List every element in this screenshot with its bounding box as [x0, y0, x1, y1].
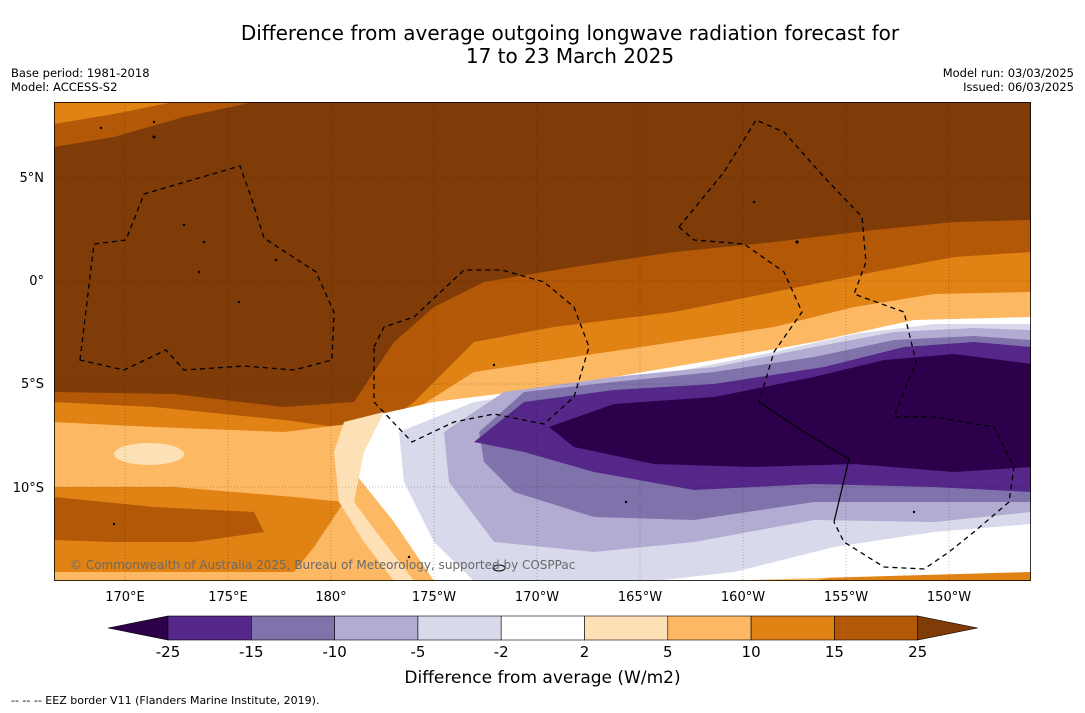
colorbar-extend-low: [107, 615, 169, 641]
x-tick-label: 155°W: [823, 590, 869, 605]
colorbar-swatch: [667, 615, 752, 641]
y-tick-label: 5°N: [19, 171, 45, 186]
band-plus-10-15-sw2: [54, 497, 264, 542]
x-tick-label: 170°W: [514, 590, 560, 605]
meta-right: Model run: 03/03/2025 Issued: 06/03/2025: [943, 66, 1074, 94]
band-minus-25: [549, 354, 1031, 472]
issued-date: Issued: 06/03/2025: [963, 80, 1074, 94]
colorbar-swatch: [251, 615, 335, 641]
band-plus-5-10-top: [54, 102, 174, 124]
colorbar-title: Difference from average (W/m2): [404, 668, 681, 688]
x-tick-label: 150°W: [926, 590, 972, 605]
meta-left: Base period: 1981-2018 Model: ACCESS-S2: [11, 66, 150, 94]
copyright-notice: © Commonwealth of Australia 2025, Bureau…: [70, 558, 576, 572]
x-tick-label: 175°E: [208, 590, 248, 605]
x-tick-label: 175°W: [411, 590, 457, 605]
boundary-solid: [758, 401, 850, 523]
x-tick-label: 165°W: [617, 590, 663, 605]
colorbar-swatch: [834, 615, 919, 641]
colorbar-swatch: [167, 615, 252, 641]
colorbar-tick-label: -15: [239, 643, 264, 661]
colorbar-tick-label: -25: [155, 643, 181, 661]
colorbar-tick-label: 5: [663, 643, 673, 661]
model-run: Model run: 03/03/2025: [942, 66, 1074, 80]
colorbar-swatch: [750, 615, 835, 641]
colorbar-swatch: [584, 615, 669, 641]
olr-map: [54, 102, 1031, 581]
eez-borders: [79, 119, 1015, 570]
colorbar-tick-label: -2: [493, 643, 509, 661]
x-tick-label: 160°W: [720, 590, 766, 605]
colorbar-swatch: [334, 615, 419, 641]
colorbar-tick-label: -5: [410, 643, 426, 661]
colorbar-tick-label: 15: [824, 643, 844, 661]
colorbar-tick-label: 10: [741, 643, 761, 661]
colorbar-tick-label: -10: [322, 643, 347, 661]
colorbar-extend-high: [917, 615, 978, 641]
colorbar-swatch: [500, 615, 585, 641]
colorbar-tick-label: 25: [908, 643, 928, 661]
colorbar-swatch: [417, 615, 502, 641]
band-plus-2-white-edge: [334, 412, 414, 581]
x-tick-label: 170°E: [105, 590, 145, 605]
eez-legend-note: -- -- -- EEZ border V11 (Flanders Marine…: [11, 694, 320, 707]
islands: [99, 120, 916, 572]
base-period: Base period: 1981-2018: [11, 66, 150, 80]
x-tick-label: 180°: [315, 590, 347, 605]
colorbar: [107, 615, 978, 641]
y-tick-label: 10°S: [12, 481, 44, 496]
y-tick-label: 5°S: [20, 377, 44, 392]
colorbar-tick-label: 2: [579, 643, 590, 661]
neutral-patch-sw: [114, 443, 184, 465]
model-name: Model: ACCESS-S2: [11, 80, 118, 94]
chart-title: Difference from average outgoing longwav…: [240, 21, 900, 68]
y-tick-label: 0°: [29, 274, 44, 289]
gridlines: [54, 102, 1031, 581]
